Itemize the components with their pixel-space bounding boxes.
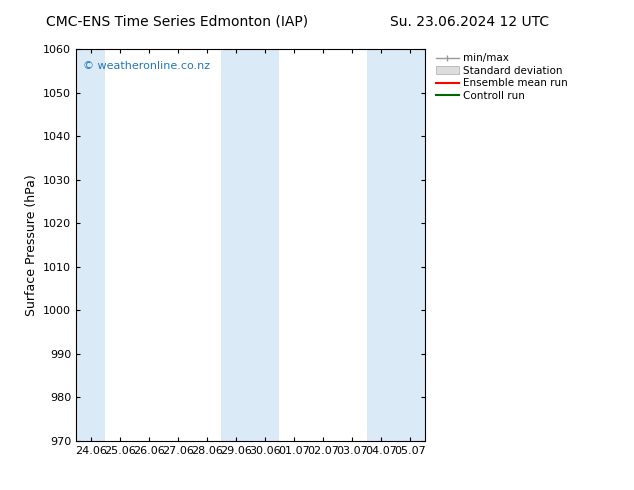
Text: Su. 23.06.2024 12 UTC: Su. 23.06.2024 12 UTC	[390, 15, 548, 29]
Text: © weatheronline.co.nz: © weatheronline.co.nz	[83, 61, 210, 71]
Legend: min/max, Standard deviation, Ensemble mean run, Controll run: min/max, Standard deviation, Ensemble me…	[432, 49, 572, 105]
Text: CMC-ENS Time Series Edmonton (IAP): CMC-ENS Time Series Edmonton (IAP)	[46, 15, 309, 29]
Bar	[366, 49, 425, 441]
Y-axis label: Surface Pressure (hPa): Surface Pressure (hPa)	[25, 174, 37, 316]
Bar	[221, 49, 280, 441]
Bar	[76, 49, 105, 441]
